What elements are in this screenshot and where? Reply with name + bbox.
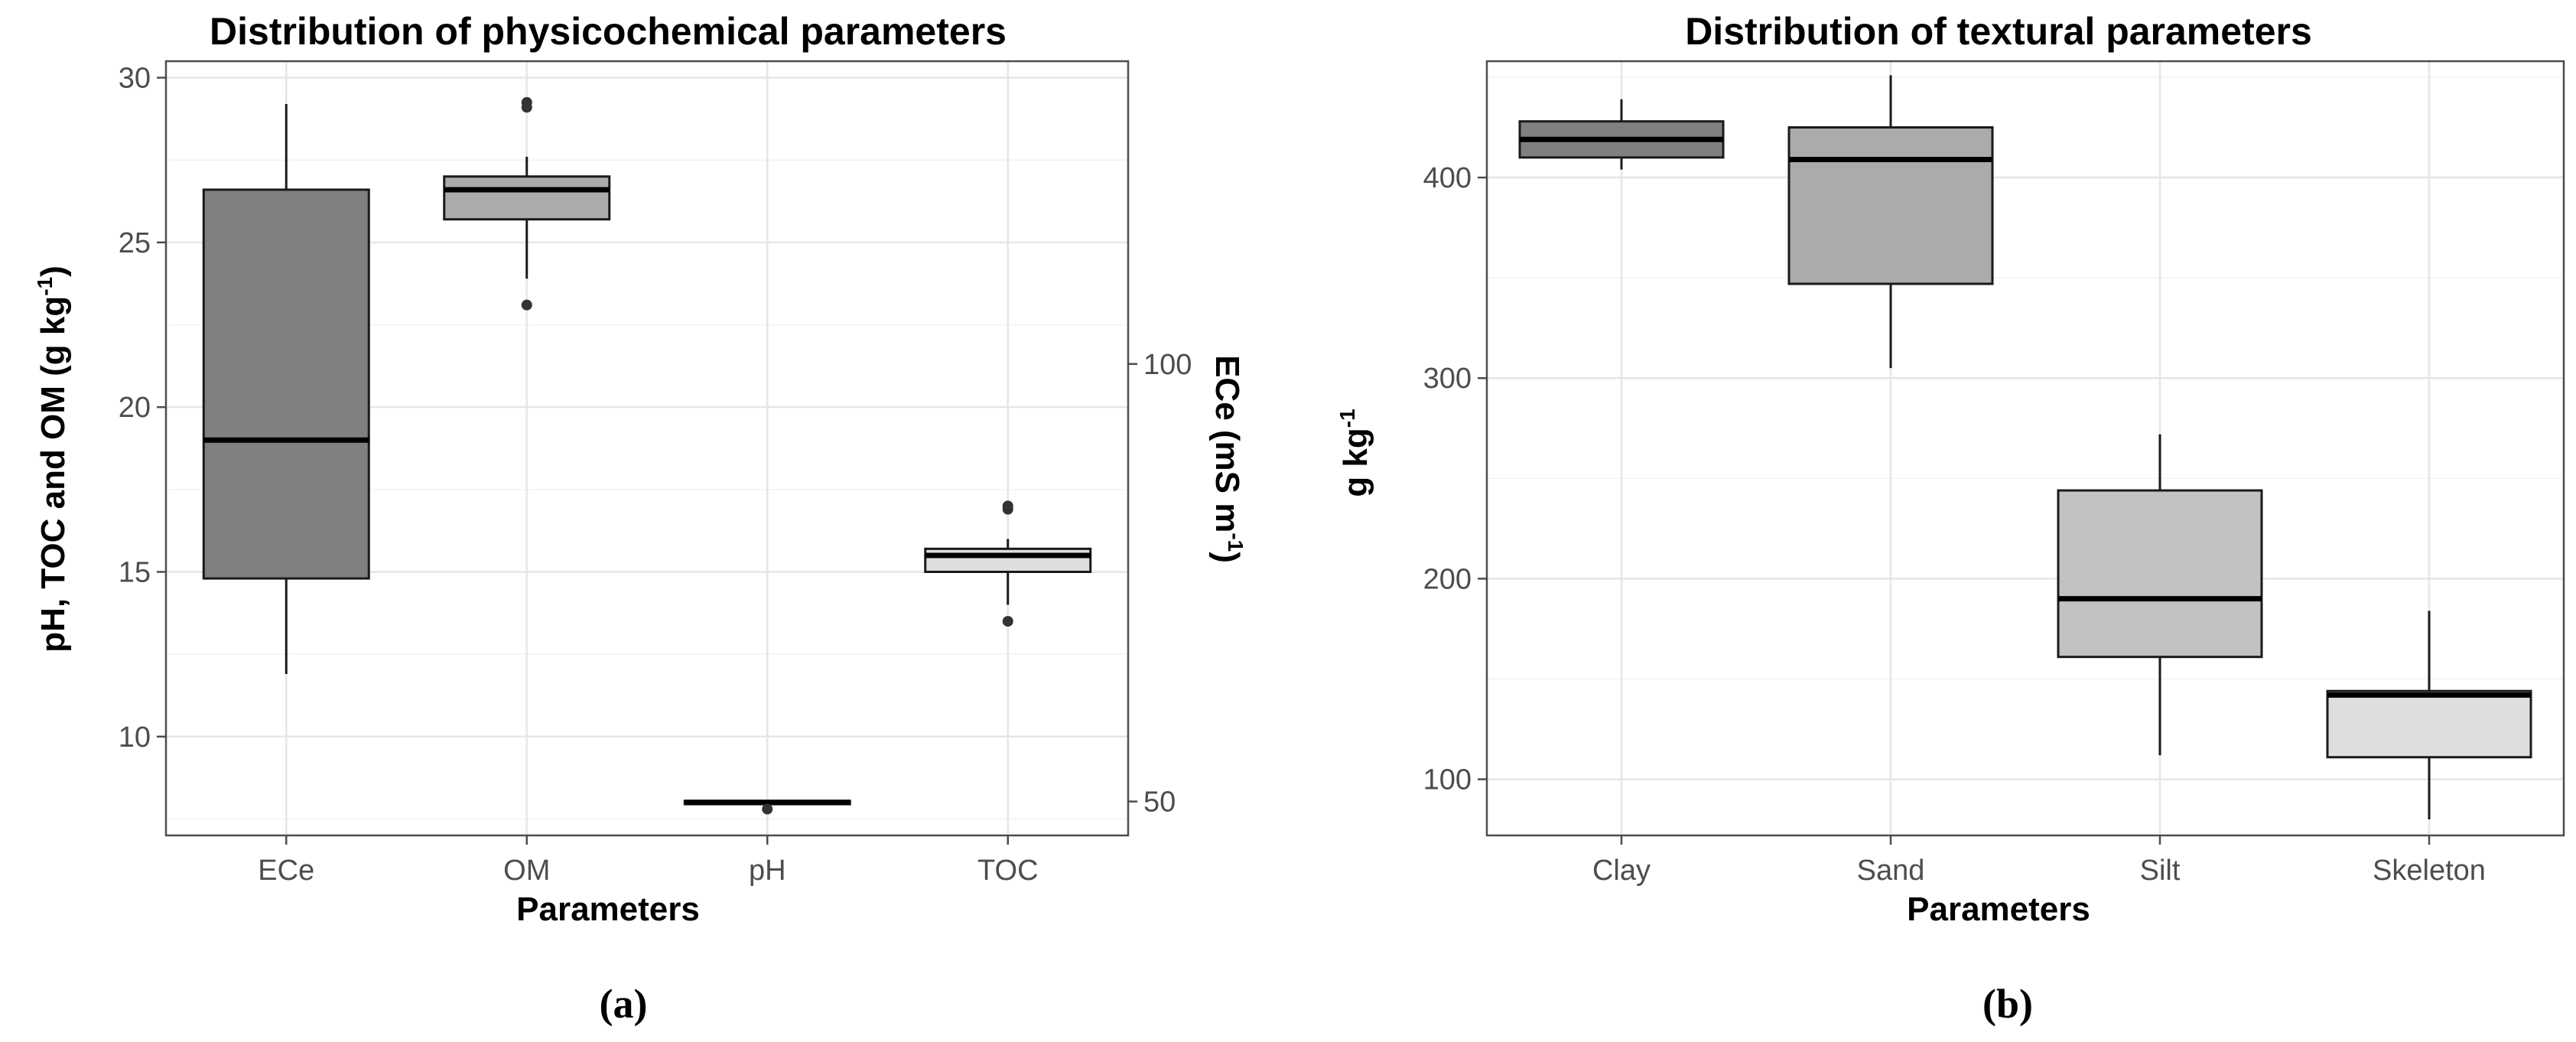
chart-a-y2-tick-label: 100 bbox=[1143, 349, 1192, 381]
chart-a-y-tick-label: 15 bbox=[119, 556, 151, 588]
chart-b-x-tick-label: Sand bbox=[1857, 855, 1925, 887]
chart-a-y-tick-label: 20 bbox=[119, 392, 151, 424]
chart-b-y-tick-label: 100 bbox=[1423, 764, 1472, 796]
chart-b-box-silt bbox=[2057, 489, 2263, 659]
chart-a-y-tick-label: 30 bbox=[119, 63, 151, 95]
chart-b-panel-label: (b) bbox=[1982, 981, 2033, 1027]
chart-a-xlabel: Parameters bbox=[516, 891, 700, 928]
chart-b-plot-area: 100 200 300 400 Clay Sand Silt Skeleton bbox=[1423, 60, 2565, 887]
chart-a-ylabel-sup: -1 bbox=[33, 277, 57, 296]
chart-a-ylabel-end: ) bbox=[34, 265, 72, 277]
chart-b-panel-border bbox=[1485, 60, 2565, 837]
chart-a-x-tick-label: TOC bbox=[977, 855, 1039, 887]
chart-b-box-skeleton bbox=[2326, 689, 2532, 759]
chart-a-outlier-point bbox=[762, 803, 773, 815]
chart-b-ylabel-sup: -1 bbox=[1335, 409, 1359, 428]
chart-a-outlier-point bbox=[1002, 616, 1013, 627]
chart-a-y2label-main: ECe (mS m bbox=[1208, 355, 1246, 532]
chart-b-x-tick-label: Silt bbox=[2140, 855, 2181, 887]
chart-a-outlier-point bbox=[521, 96, 532, 108]
chart-b-box-sand bbox=[1787, 126, 1994, 285]
chart-a-x-tick-label: OM bbox=[503, 855, 550, 887]
chart-a-x-tick-label: pH bbox=[749, 855, 786, 887]
chart-a-y2label-end: ) bbox=[1208, 552, 1246, 563]
chart-b-y-tick-label: 400 bbox=[1423, 162, 1472, 194]
chart-b-ylabel: g kg-1 bbox=[1335, 409, 1374, 497]
chart-a-plot-area: 1015202530ECeOMpHTOC50100150200 bbox=[119, 60, 1192, 887]
chart-a-y-tick-label: 10 bbox=[119, 721, 151, 754]
chart-a-y-tick-label: 25 bbox=[119, 227, 151, 259]
chart-b-x-tick-label: Clay bbox=[1592, 855, 1651, 887]
chart-a-box-ece bbox=[202, 188, 370, 580]
chart-a-box-toc bbox=[924, 547, 1092, 573]
chart-b-x-tick-label: Skeleton bbox=[2373, 855, 2486, 887]
chart-a-y2-tick-label: 50 bbox=[1143, 786, 1176, 819]
chart-b-xlabel: Parameters bbox=[1907, 891, 2090, 928]
chart-b-y-tick-label: 300 bbox=[1423, 363, 1472, 395]
chart-a-ylabel: pH, TOC and OM (g kg-1) bbox=[33, 265, 72, 653]
chart-a-y2label: ECe (mS m-1) bbox=[1208, 355, 1247, 563]
chart-a-panel-border bbox=[164, 60, 1130, 837]
chart-a-outlier-point bbox=[1002, 500, 1013, 512]
chart-b-y-tick-label: 200 bbox=[1423, 563, 1472, 595]
chart-a-panel-label: (a) bbox=[600, 981, 648, 1027]
chart-b-title: Distribution of textural parameters bbox=[1685, 10, 2312, 53]
chart-b-ylabel-main: g kg bbox=[1337, 428, 1374, 497]
chart-a-title: Distribution of physicochemical paramete… bbox=[210, 10, 1007, 53]
chart-a-outlier-point bbox=[521, 299, 532, 311]
chart-a-box-om bbox=[443, 175, 611, 221]
chart-a-y2label-sup: -1 bbox=[1224, 532, 1247, 552]
chart-a-ylabel-main: pH, TOC and OM (g kg bbox=[34, 296, 72, 653]
chart-a-x-tick-label: ECe bbox=[258, 855, 314, 887]
